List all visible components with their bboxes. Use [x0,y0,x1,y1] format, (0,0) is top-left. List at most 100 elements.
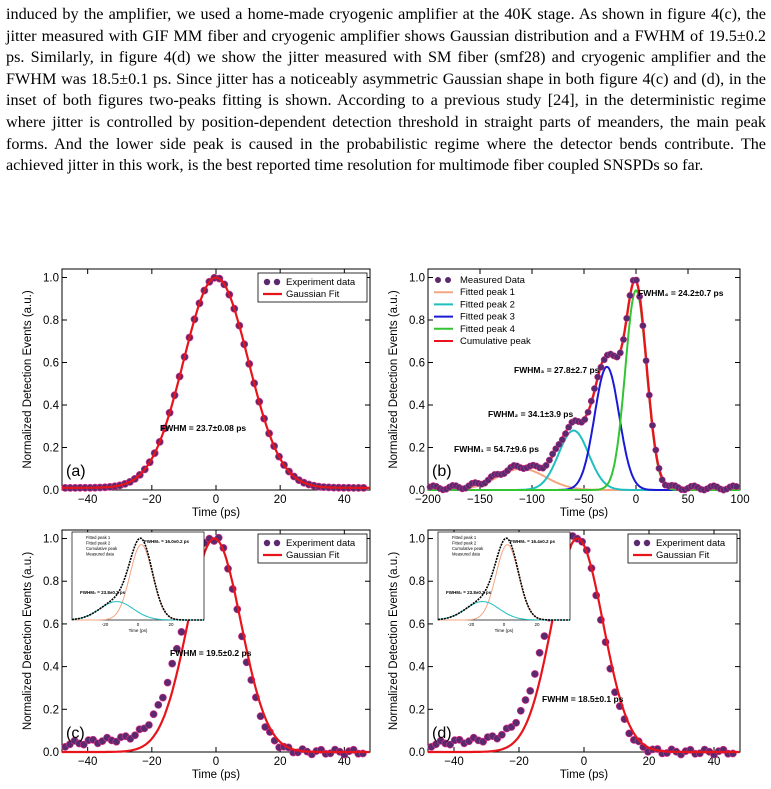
legend-label: Gaussian Fit [286,289,340,300]
data-point [632,276,640,284]
panel-label: (c) [66,725,85,742]
y-tick-label: 1.0 [43,534,59,546]
legend-marker [273,278,281,286]
y-tick-label: 0.0 [43,747,59,759]
x-tick-label: −40 [78,494,98,506]
data-point [591,385,598,393]
data-point [163,678,172,687]
x-tick-label: −40 [78,756,98,768]
panel-label: (b) [432,463,452,480]
legend-marker [263,539,271,547]
data-point [535,648,544,657]
data-point [177,628,186,636]
legend-label: Experiment data [286,538,356,549]
data-point [149,710,158,719]
data-point [594,373,602,381]
x-tick-label: 0 [633,494,639,506]
x-tick-label: 100 [730,494,749,506]
data-point [549,450,557,458]
inset-frame [437,531,571,621]
x-axis-label: Time (ps) [560,507,608,519]
inset-cumulative [71,537,204,621]
fwhm-annotation: FWHM₃ = 27.8±2.7 ps [514,365,600,375]
data-point [587,397,595,405]
x-tick-label: 20 [643,756,656,768]
legend-label: Fitted peak 4 [460,324,515,335]
legend-label: Measured Data [460,275,526,286]
x-tick-label: −20 [509,756,529,768]
x-tick-label: −40 [444,756,464,768]
data-point [521,696,530,704]
inset-tick-label: 20 [534,622,540,627]
gaussian-fit-line [428,537,740,754]
x-tick-label: 20 [274,756,287,768]
data-point [112,737,121,746]
x-tick-label: 20 [274,494,287,506]
data-point [526,687,535,695]
fwhm-annotation: FWHM₁ = 54.7±9.6 ps [454,444,539,454]
fwhm-annotation: FWHM₂ = 34.1±3.9 ps [488,409,573,419]
legend-marker [435,277,441,283]
data-point [649,421,656,429]
y-tick-label: 0.8 [43,315,59,327]
data-point [620,336,627,343]
x-tick-label: 0 [213,756,219,768]
y-tick-label: 0.6 [409,619,425,631]
data-point [626,292,634,299]
data-point [555,440,563,448]
legend-label: Fitted peak 3 [460,312,515,323]
legend-box [627,533,738,564]
y-tick-label: 0.0 [409,485,425,497]
data-point [168,659,177,668]
legend-label: Gaussian Fit [286,550,340,561]
inset-tick-label: -20 [468,622,475,627]
x-tick-label: −20 [142,756,162,768]
data-point [642,357,650,365]
inset-cumulative [437,537,570,621]
data-point [636,293,644,301]
chart-panel-c: −40 −20 0 20 40 0.0 0.2 0.4 0.6 0.8 1.0 Time (ps) No… [22,529,371,781]
chart-panel-b: −200 −150 −100 −50 0 50 100 0.0 0.2 0.4 0.6 0.8 1.0 T… [388,268,750,519]
inset-peak-2 [71,601,204,621]
y-tick-label: 0.4 [43,400,60,412]
x-axis-label: Time (ps) [192,769,240,781]
body-paragraph: induced by the amplifier, we used a home… [6,4,766,177]
fwhm-annotation: FWHM = 18.5±0.1 ps [542,694,624,704]
data-point [144,721,153,729]
legend-label: Experiment data [286,277,356,288]
legend-marker [263,278,271,286]
data-point [479,737,487,746]
x-tick-label: −50 [574,494,594,506]
panel-label: (d) [432,725,452,742]
inset-annotation: FWHM₁ = 16.0±0.2 ps [144,539,189,544]
data-point [562,430,569,438]
x-tick-label: −20 [142,494,162,506]
inset-legend-label: Measured data [86,552,115,557]
legend-marker [643,539,651,547]
inset-x-label: Time (ps) [129,628,148,633]
inset-legend-label: Fitted peak 2 [452,541,477,546]
legend-label: Fitted peak 2 [460,299,515,310]
data-point [584,408,592,416]
legend-box [257,272,368,303]
fwhm-annotation: FWHM₄ = 24.2±0.7 ps [638,288,724,298]
data-point [639,322,647,330]
inset-annotation: FWHM₂ = 23.8±0.2 ps [80,590,126,595]
fwhm-annotation: FWHM = 19.5±0.2 ps [170,648,252,658]
fwhm-annotation: FWHM = 23.7±0.08 ps [160,423,246,433]
y-tick-label: 0.2 [43,704,59,716]
fitted-peak-3 [428,365,740,491]
data-point [172,644,181,653]
y-tick-label: 0.6 [43,358,59,370]
data-point [581,416,589,423]
inset-tick-label: -20 [102,622,109,627]
inset-legend-label: Cumulative peak [86,546,118,551]
legend-marker [273,539,281,547]
x-axis-label: Time (ps) [560,769,608,781]
data-point [154,701,163,709]
inset-legend-label: Measured data [452,552,481,557]
inset-legend-label: Fitted peak 1 [452,535,477,540]
inset-legend-label: Cumulative peak [452,546,484,551]
